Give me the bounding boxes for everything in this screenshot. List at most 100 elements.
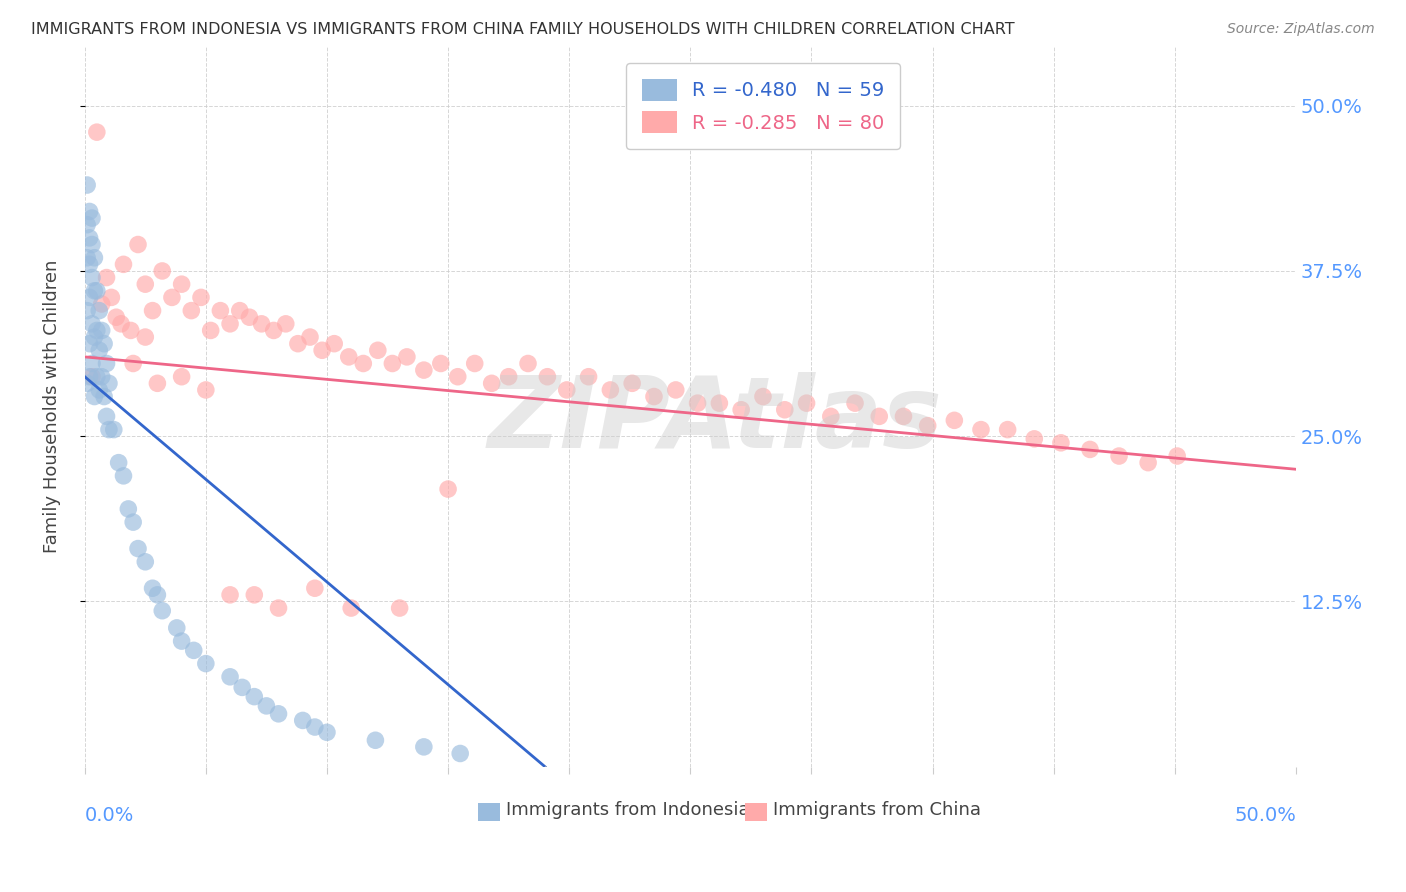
Text: 50.0%: 50.0% <box>1234 806 1296 825</box>
Point <box>122 515 145 529</box>
Point <box>311 343 333 358</box>
Point <box>796 396 818 410</box>
Point <box>107 456 129 470</box>
Point <box>367 343 389 358</box>
Point <box>243 588 266 602</box>
Point <box>578 369 600 384</box>
Point <box>1024 432 1046 446</box>
Point <box>267 601 290 615</box>
Point <box>160 290 183 304</box>
Point <box>447 369 470 384</box>
Point <box>1078 442 1101 457</box>
Point <box>231 681 253 695</box>
Point <box>105 310 128 325</box>
Point <box>209 303 232 318</box>
Point <box>536 369 558 384</box>
Point <box>381 357 404 371</box>
Point <box>76 376 98 391</box>
Point <box>90 369 112 384</box>
Point <box>893 409 915 424</box>
Point <box>83 390 105 404</box>
Legend: R = -0.480   N = 59, R = -0.285   N = 80: R = -0.480 N = 59, R = -0.285 N = 80 <box>626 63 900 149</box>
Point <box>122 357 145 371</box>
Point <box>481 376 503 391</box>
Point <box>89 303 111 318</box>
Point <box>943 413 966 427</box>
Point <box>430 357 453 371</box>
Point <box>80 211 103 225</box>
Point <box>97 423 120 437</box>
Point <box>150 264 173 278</box>
Point <box>555 383 578 397</box>
Point <box>364 733 387 747</box>
Point <box>79 204 101 219</box>
Point <box>89 343 111 358</box>
Point <box>76 303 98 318</box>
Point <box>263 323 285 337</box>
Point <box>412 363 434 377</box>
Point <box>90 297 112 311</box>
Point <box>1050 435 1073 450</box>
Point <box>97 376 120 391</box>
Point <box>686 396 709 410</box>
Point <box>170 369 193 384</box>
Point <box>190 290 212 304</box>
Point <box>412 739 434 754</box>
Point <box>93 336 115 351</box>
Point <box>243 690 266 704</box>
Point <box>134 277 156 292</box>
Point <box>180 303 202 318</box>
Point <box>79 231 101 245</box>
Point <box>388 601 411 615</box>
Point <box>287 336 309 351</box>
Point <box>352 357 374 371</box>
Point <box>80 270 103 285</box>
Point <box>1108 449 1130 463</box>
Point <box>274 317 297 331</box>
Point <box>337 350 360 364</box>
Point <box>229 303 252 318</box>
Text: Immigrants from China: Immigrants from China <box>773 801 980 819</box>
Point <box>183 643 205 657</box>
Point <box>127 541 149 556</box>
Point <box>773 402 796 417</box>
Point <box>250 317 273 331</box>
Point <box>517 357 540 371</box>
Point <box>219 317 242 331</box>
Point <box>621 376 644 391</box>
Point <box>112 257 135 271</box>
Text: Immigrants from Indonesia: Immigrants from Indonesia <box>506 801 749 819</box>
Point <box>304 581 326 595</box>
Point <box>93 390 115 404</box>
Point <box>127 237 149 252</box>
Point <box>79 290 101 304</box>
Point <box>90 323 112 337</box>
Point <box>112 468 135 483</box>
Point <box>134 330 156 344</box>
Point <box>643 390 665 404</box>
Point <box>665 383 688 397</box>
Point <box>134 555 156 569</box>
Point <box>80 369 103 384</box>
Point <box>80 237 103 252</box>
Point <box>83 330 105 344</box>
Point <box>86 369 108 384</box>
Point <box>86 284 108 298</box>
Point <box>80 317 103 331</box>
Point <box>142 581 165 595</box>
Point <box>80 357 103 371</box>
Point <box>752 390 775 404</box>
Point <box>96 270 118 285</box>
Point <box>254 698 277 713</box>
Point <box>96 357 118 371</box>
Point <box>103 423 125 437</box>
Point <box>79 336 101 351</box>
Point <box>83 284 105 298</box>
Point <box>170 277 193 292</box>
Point <box>395 350 418 364</box>
Point <box>498 369 520 384</box>
Text: ZIPAtlas: ZIPAtlas <box>486 372 942 469</box>
Point <box>1166 449 1188 463</box>
Point <box>437 482 460 496</box>
Point <box>464 357 486 371</box>
